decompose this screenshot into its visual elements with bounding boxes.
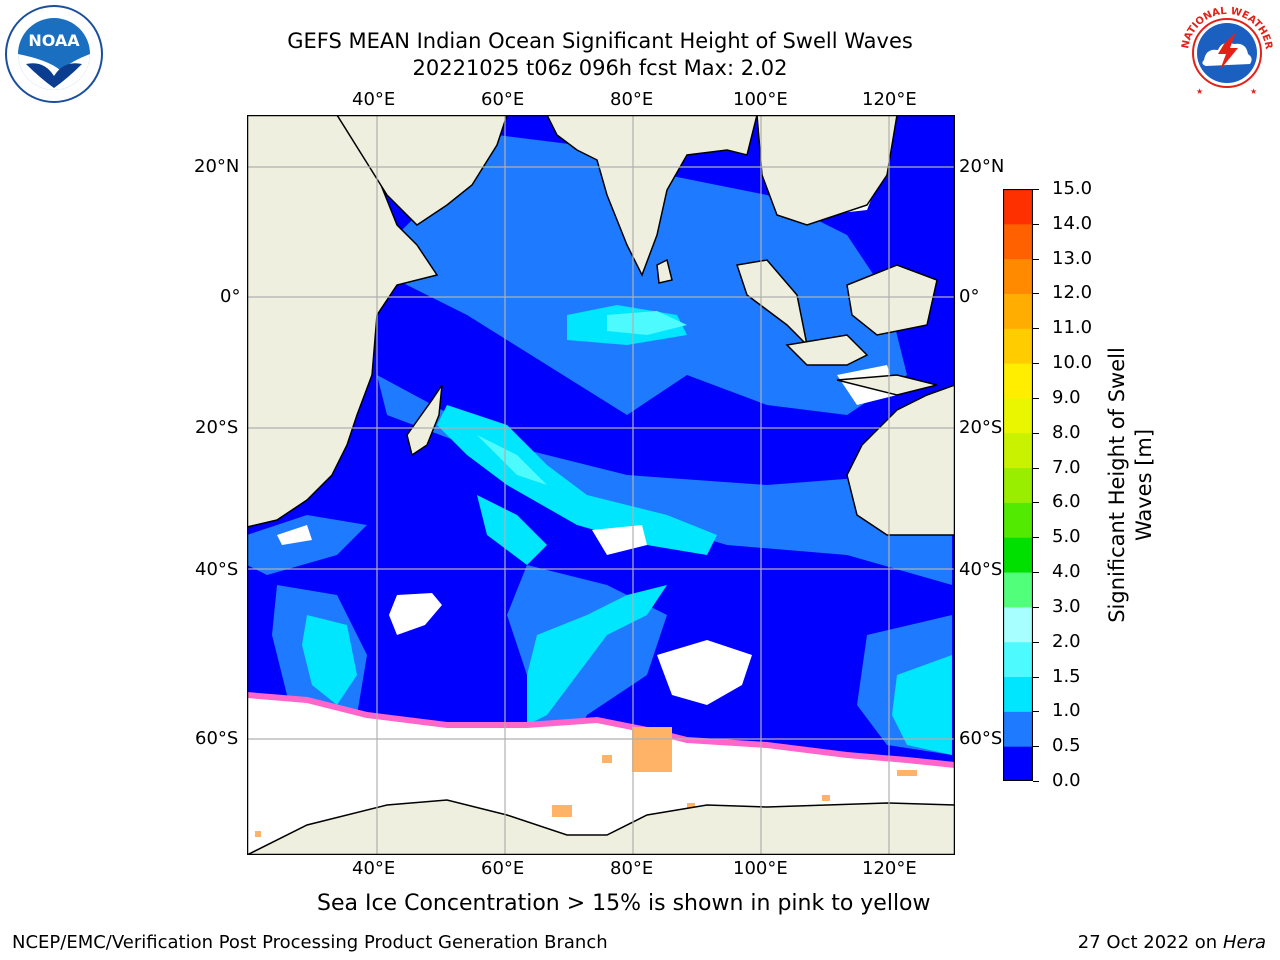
colorbar-tick-mark [1033,258,1039,260]
colorbar-tick-mark [1033,502,1039,504]
colorbar-ticks: 0.0 0.5 1.0 1.5 2.0 3.0 4.0 5.0 6.0 7.0 8.0 9.0 10.0… [1033,178,1103,791]
nws-logo: ★ ★ NATIONAL WEATHER SERVICE [1172,0,1278,104]
lon-label-bottom-100e: 100°E [733,858,788,879]
colorbar-bin [1003,746,1033,782]
colorbar-bin [1003,328,1033,364]
ice-patches [255,727,917,837]
colorbar-tick-label: 9.0 [1052,386,1081,408]
colorbar [1002,188,1034,782]
lon-label-top-100e: 100°E [733,89,788,110]
lon-label-bottom-40e: 40°E [352,858,396,879]
lat-label-left-60s: 60°S [195,728,239,749]
lon-label-top-80e: 80°E [610,89,654,110]
map-frame [246,114,956,856]
colorbar-tick-label: 12.0 [1052,282,1093,304]
chart-title: GEFS MEAN Indian Ocean Significant Heigh… [287,29,913,53]
lat-label-left-20n: 20°N [194,156,240,177]
land [247,115,955,855]
footer-date: 27 Oct 2022 on Hera [1078,933,1266,953]
colorbar-bin [1003,641,1033,678]
colorbar-tick-mark [1033,676,1039,678]
footer-machine: Hera [1222,932,1266,953]
colorbar-tick-label: 7.0 [1052,456,1081,478]
colorbar-label-box: Significant Height of Swell Waves [m] [1104,180,1164,790]
lat-label-right-60s: 60°S [959,728,1003,749]
colorbar-bin [1003,537,1033,573]
colorbar-tick-label: 1.5 [1052,665,1081,687]
lat-label-left-0: 0° [220,286,241,307]
colorbar-tick-mark [1033,781,1039,782]
colorbar-bin [1003,711,1033,747]
colorbar-tick-mark [1033,746,1039,748]
colorbar-bin [1003,293,1033,329]
colorbar-label: Significant Height of Swell Waves [m] [1105,347,1156,623]
lon-label-top-40e: 40°E [352,89,396,110]
colorbar-tick-label: 0.0 [1052,770,1081,791]
ice-edge [247,692,955,768]
colorbar-tick-label: 4.0 [1052,561,1081,583]
colorbar-tick-label: 1.0 [1052,700,1081,722]
colorbar-bin [1003,397,1033,434]
map-canvas [246,114,956,856]
colorbar-tick-label: 0.5 [1052,735,1081,757]
colorbar-bin [1003,467,1033,503]
colorbar-tick-label: 2.0 [1052,630,1081,652]
colorbar-tick-label: 8.0 [1052,421,1081,443]
colorbar-tick-mark [1033,363,1039,365]
footer-credit: NCEP/EMC/Verification Post Processing Pr… [12,932,608,953]
lon-label-top-120e: 120°E [862,89,917,110]
colorbar-tick-label: 11.0 [1052,317,1093,339]
colorbar-tick-mark [1033,467,1039,469]
noaa-logo: NOAA [4,4,104,104]
colorbar-tick-mark [1033,397,1039,399]
colorbar-bin [1003,363,1033,399]
lon-label-bottom-60e: 60°E [481,858,525,879]
lat-label-left-40s: 40°S [195,559,239,580]
colorbar-bin [1003,223,1033,260]
lat-label-right-0: 0° [959,286,980,307]
lon-label-bottom-80e: 80°E [610,858,654,879]
graticule [247,115,955,855]
colorbar-tick-mark [1033,572,1039,574]
colorbar-frame [1002,188,1034,782]
colorbar-tick-mark [1033,189,1039,190]
lon-label-top-60e: 60°E [481,89,525,110]
swell-field [247,135,952,755]
footer-date-text: 27 Oct 2022 on [1077,932,1218,953]
colorbar-swatches [1002,188,1034,782]
colorbar-tick-label: 13.0 [1052,247,1093,269]
lat-label-right-20n: 20°N [959,156,1005,177]
colorbar-bin [1003,676,1033,712]
colorbar-tick-label: 15.0 [1052,178,1093,199]
lat-label-right-40s: 40°S [959,559,1003,580]
lat-label-right-20s: 20°S [959,417,1003,438]
colorbar-bin [1003,432,1033,469]
colorbar-bin [1003,502,1033,538]
map-panel [246,114,956,856]
lon-label-bottom-120e: 120°E [862,858,917,879]
svg-text:★: ★ [1250,87,1257,96]
colorbar-tick-mark [1033,223,1039,225]
colorbar-tick-mark [1033,711,1039,713]
colorbar-bin [1003,606,1033,643]
ice-caption: Sea Ice Concentration > 15% is shown in … [317,891,931,916]
colorbar-tick-label: 14.0 [1052,212,1093,234]
colorbar-bin [1003,572,1033,608]
colorbar-tick-mark [1033,641,1039,643]
colorbar-tick-label: 10.0 [1052,352,1093,374]
svg-text:★: ★ [1196,87,1203,96]
colorbar-bin [1003,189,1033,225]
colorbar-tick-mark [1033,328,1039,330]
colorbar-tick-label: 3.0 [1052,595,1081,617]
colorbar-tick-label: 6.0 [1052,491,1081,513]
colorbar-tick-label: 5.0 [1052,526,1081,548]
colorbar-tick-mark [1033,606,1039,608]
colorbar-tick-mark [1033,293,1039,295]
colorbar-tick-mark [1033,432,1039,434]
colorbar-tick-mark [1033,537,1039,539]
chart-subtitle: 20221025 t06z 096h fcst Max: 2.02 [412,56,788,80]
lat-label-left-20s: 20°S [195,417,239,438]
noaa-logo-text: NOAA [28,31,80,50]
colorbar-bin [1003,258,1033,294]
